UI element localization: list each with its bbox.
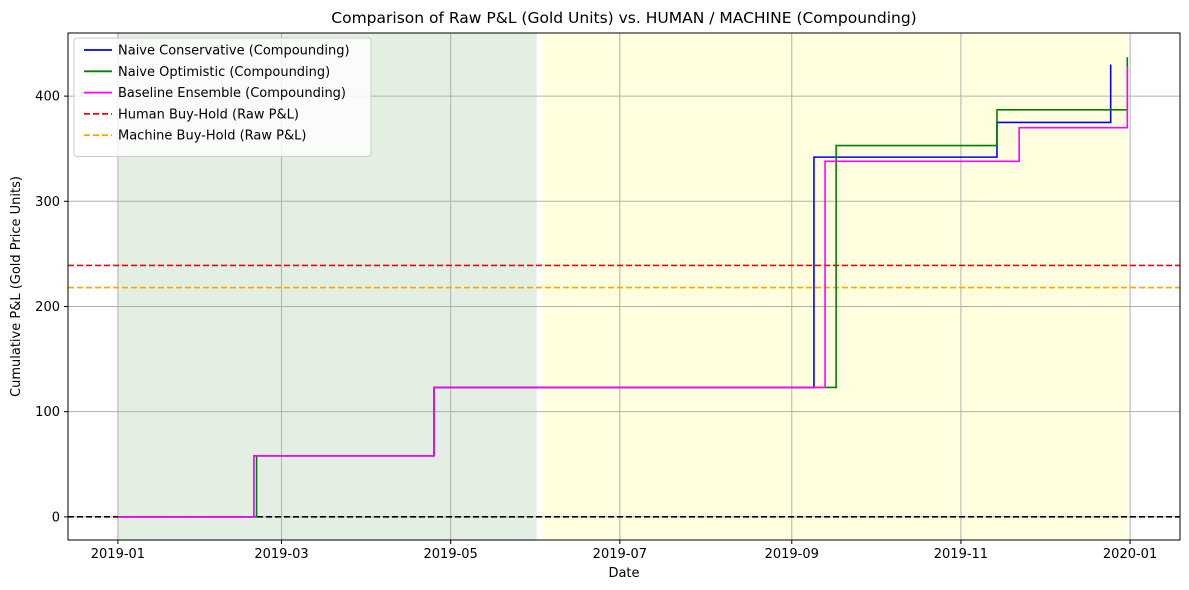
x-tick-label-4: 2019-09 [765, 547, 819, 562]
legend-label-4: Machine Buy-Hold (Raw P&L) [118, 129, 306, 144]
legend-label-3: Human Buy-Hold (Raw P&L) [118, 107, 299, 122]
shaded-region-1 [542, 33, 1128, 540]
plot-frame [67, 32, 1181, 541]
x-tick-label-6: 2020-01 [1103, 547, 1157, 562]
chart-title: Comparison of Raw P&L (Gold Units) vs. H… [331, 9, 916, 27]
x-tick-label-5: 2019-11 [934, 547, 988, 562]
series-lines [117, 57, 1129, 518]
y-tick-label-4: 400 [35, 90, 60, 105]
series-line-2 [117, 66, 1129, 518]
x-tick-label-1: 2019-03 [254, 547, 308, 562]
y-tick-label-2: 200 [35, 300, 60, 315]
y-tick-label-0: 0 [52, 510, 60, 525]
y-tick-label-1: 100 [35, 405, 60, 420]
legend-box [73, 37, 372, 157]
y-axis-label: Cumulative P&L (Gold Price Units) [9, 176, 24, 397]
y-tick-label-3: 300 [35, 195, 60, 210]
x-tick-label-0: 2019-01 [91, 547, 145, 562]
x-axis-label: Date [608, 566, 639, 581]
series-line-1 [117, 57, 1129, 518]
legend-label-2: Baseline Ensemble (Compounding) [118, 86, 346, 101]
x-axis-ticks: 2019-01 2019-03 2019-05 2019-07 2019-09 2019-… [91, 540, 1157, 562]
x-tick-label-2: 2019-05 [424, 547, 478, 562]
y-axis-ticks: 0 100 200 300 400 [35, 90, 68, 525]
legend-label-1: Naive Optimistic (Compounding) [118, 65, 330, 80]
legend: Naive Conservative (Compounding) Naive Op… [73, 37, 372, 157]
x-tick-label-3: 2019-07 [593, 547, 647, 562]
legend-label-0: Naive Conservative (Compounding) [118, 44, 350, 59]
